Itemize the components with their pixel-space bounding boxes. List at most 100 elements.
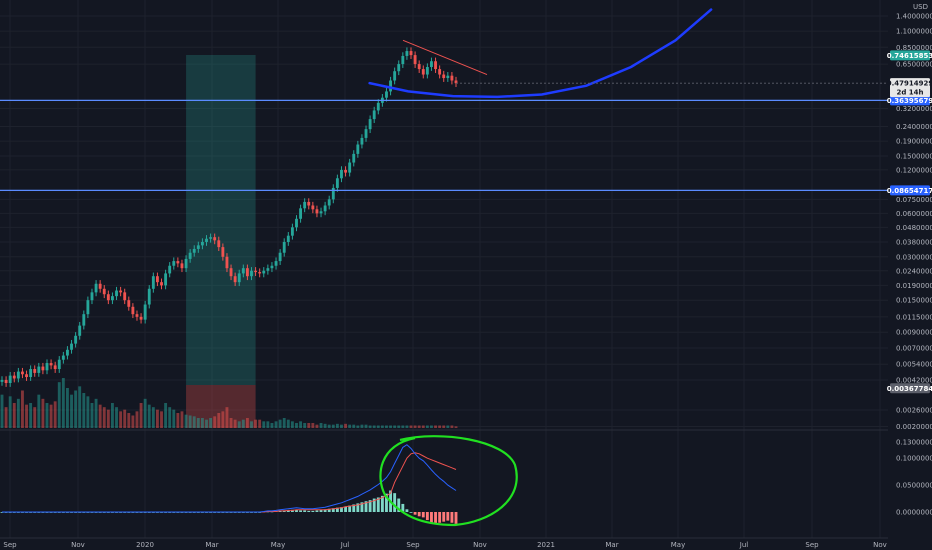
time-tick-label: Nov xyxy=(473,541,487,549)
candle-body xyxy=(123,292,127,301)
candle-body xyxy=(237,273,241,283)
candle-body xyxy=(254,270,258,273)
volume-bar xyxy=(405,425,409,428)
volume-bar xyxy=(229,418,233,428)
price-badge-label: 0.08654717 xyxy=(887,187,932,195)
macd-histogram-bar xyxy=(368,500,372,512)
candle-body xyxy=(106,294,110,301)
volume-bar xyxy=(160,411,163,428)
candle-body xyxy=(360,137,364,145)
volume-bar xyxy=(380,425,384,428)
candle-body xyxy=(299,208,303,219)
volume-bar xyxy=(143,398,147,428)
candlesticks xyxy=(0,47,458,387)
volume-bar xyxy=(303,423,307,428)
candle-body xyxy=(66,349,69,356)
volume-bar xyxy=(376,425,380,428)
candle-body xyxy=(200,241,204,246)
macd-pane xyxy=(0,435,518,527)
time-axis[interactable]: Sep Nov 2020 Mar May Jul Sep Nov 2021 Mar May Jul Se… xyxy=(0,537,888,549)
candle-body xyxy=(340,169,343,179)
macd-histogram-bar xyxy=(286,510,290,512)
volume-bar xyxy=(184,414,188,428)
volume-bar xyxy=(12,403,16,428)
volume-bar xyxy=(21,390,24,428)
candle-body xyxy=(323,205,327,212)
candle-body xyxy=(172,261,176,266)
candle-body xyxy=(409,51,413,56)
macd-histogram-bar xyxy=(340,507,343,512)
volume-bar xyxy=(421,425,425,428)
volume-bar xyxy=(385,425,388,428)
volume-bar xyxy=(450,425,454,428)
drawings[interactable] xyxy=(368,8,713,99)
volume-bar xyxy=(397,425,401,428)
macd-histogram-bar xyxy=(352,504,356,512)
time-tick-label: 2021 xyxy=(537,541,555,549)
candle-body xyxy=(192,248,196,253)
projection-curve[interactable] xyxy=(368,8,713,99)
volume-bar xyxy=(82,393,86,428)
time-tick-label: May xyxy=(671,541,685,549)
macd-histogram-bar xyxy=(413,512,417,515)
candle-body xyxy=(372,110,376,120)
candle-body xyxy=(70,343,73,350)
volume-bar xyxy=(57,382,61,428)
volume-bar xyxy=(131,415,135,428)
candle-body xyxy=(205,238,208,242)
volume-bar xyxy=(295,423,298,428)
time-tick-label: Sep xyxy=(3,541,17,549)
volume-bar xyxy=(94,398,98,428)
price-tick-label: 1.90000000 xyxy=(896,0,932,1)
candle-body xyxy=(356,144,360,154)
macd-histogram-bar xyxy=(393,493,397,512)
candle-body xyxy=(168,265,172,274)
macd-histogram-bar xyxy=(376,497,380,512)
candle-body xyxy=(196,245,200,249)
volume-bar xyxy=(33,407,37,428)
volume-bar xyxy=(49,404,53,428)
time-tick-label: Sep xyxy=(406,541,420,549)
volume-bar xyxy=(111,403,114,428)
currency-label: USD xyxy=(913,3,928,11)
trendline[interactable] xyxy=(402,39,488,75)
horizontal-lines[interactable] xyxy=(0,99,888,191)
volume-bar xyxy=(205,419,208,428)
price-badge xyxy=(890,185,930,196)
macd-histogram-bar xyxy=(319,509,323,512)
volume-bar xyxy=(78,386,82,428)
candle-body xyxy=(139,316,143,320)
candle-body xyxy=(143,304,147,320)
macd-tick-label: 0.00000000 xyxy=(896,509,932,517)
candle-body xyxy=(221,247,225,257)
volume-bar xyxy=(389,425,392,428)
last-price-badge xyxy=(890,78,930,98)
highlight-circle xyxy=(379,435,518,527)
volume-bar xyxy=(245,418,249,428)
candle-body xyxy=(184,258,188,269)
candle-body xyxy=(213,237,217,241)
time-tick-label: May xyxy=(271,541,285,549)
volume-bar xyxy=(237,421,241,428)
candle-body xyxy=(94,283,98,293)
candle-body xyxy=(311,205,315,210)
volume-bar xyxy=(45,403,49,428)
price-badge xyxy=(890,95,930,106)
candle-body xyxy=(454,80,458,84)
candle-body xyxy=(78,325,82,336)
price-badge xyxy=(890,383,930,394)
candle-body xyxy=(57,359,61,370)
volume-bar xyxy=(241,419,245,428)
candle-body xyxy=(49,363,53,366)
volume-bar xyxy=(209,418,213,428)
candle-body xyxy=(209,237,213,239)
